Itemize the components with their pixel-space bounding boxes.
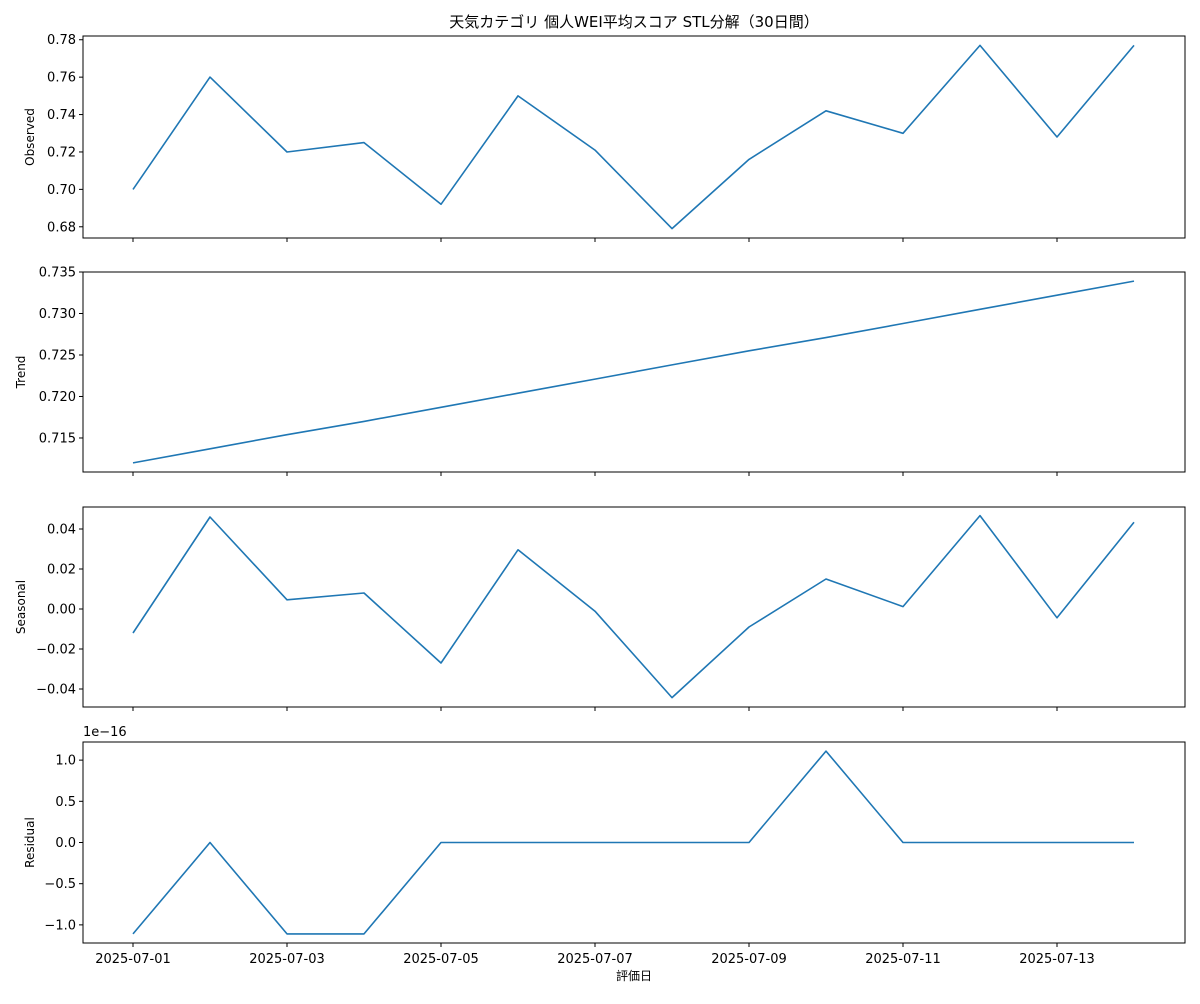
panel-frame [82, 35, 1186, 239]
y-tick-label: 0.735 [39, 266, 76, 281]
x-tick-label: 2025-07-09 [711, 952, 787, 967]
y-tick-label: 0.720 [39, 390, 76, 405]
y-tick-label: 0.715 [39, 431, 76, 446]
y-tick-label: −0.5 [44, 877, 76, 892]
x-tick-label: 2025-07-01 [95, 952, 171, 967]
y-tick-label: 0.730 [39, 307, 76, 322]
series-line-seasonal [132, 514, 1135, 699]
y-tick-label: 1.0 [55, 754, 76, 769]
y-tick-label: 0.68 [47, 220, 76, 235]
y-tick-label: 0.02 [47, 563, 76, 578]
x-tick-label: 2025-07-05 [403, 952, 479, 967]
y-axis-label-seasonal: Seasonal [14, 580, 28, 634]
y-tick-label: 0.74 [47, 108, 76, 123]
y-tick-label: 0.70 [47, 183, 76, 198]
y-tick-label: 0.5 [55, 795, 76, 810]
y-tick-label: 0.725 [39, 348, 76, 363]
y-tick-label: 0.0 [55, 836, 76, 851]
y-axis-label-trend: Trend [14, 356, 28, 390]
panel-residual: −1.0 −0.5 0.0 0.5 1.0 2025-07-01 2025-07-03 202… [23, 725, 1186, 967]
y-tick-label: 0.00 [47, 603, 76, 618]
chart-title: 天気カテゴリ 個人WEI平均スコア STL分解（30日間） [449, 13, 818, 31]
panel-frame [82, 271, 1186, 473]
y-tick-label: −1.0 [44, 918, 76, 933]
x-tick-label: 2025-07-13 [1019, 952, 1095, 967]
y-tick-label: 0.78 [47, 33, 76, 48]
y-tick-label: −0.04 [36, 683, 76, 698]
x-tick-label: 2025-07-07 [557, 952, 633, 967]
panel-trend: 0.715 0.720 0.725 0.730 0.735 Trend [14, 266, 1186, 476]
y-tick-label: 0.76 [47, 71, 76, 86]
x-tick-label: 2025-07-11 [865, 952, 941, 967]
panel-frame [82, 506, 1186, 708]
y-tick-label: −0.02 [36, 643, 76, 658]
panel-observed: 0.68 0.70 0.72 0.74 0.76 0.78 Observed [23, 33, 1186, 242]
series-line-residual [132, 750, 1134, 935]
y-offset-text: 1e−16 [83, 725, 127, 740]
series-line-observed [132, 44, 1135, 230]
y-axis-label-observed: Observed [23, 108, 37, 166]
y-tick-label: 0.72 [47, 145, 76, 160]
y-axis-label-residual: Residual [23, 817, 37, 868]
series-line-trend [132, 280, 1135, 464]
x-axis-label: 評価日 [616, 968, 652, 983]
x-tick-label: 2025-07-03 [249, 952, 325, 967]
y-tick-label: 0.04 [47, 523, 76, 538]
panel-seasonal: −0.04 −0.02 0.00 0.02 0.04 Seasonal [14, 506, 1186, 711]
